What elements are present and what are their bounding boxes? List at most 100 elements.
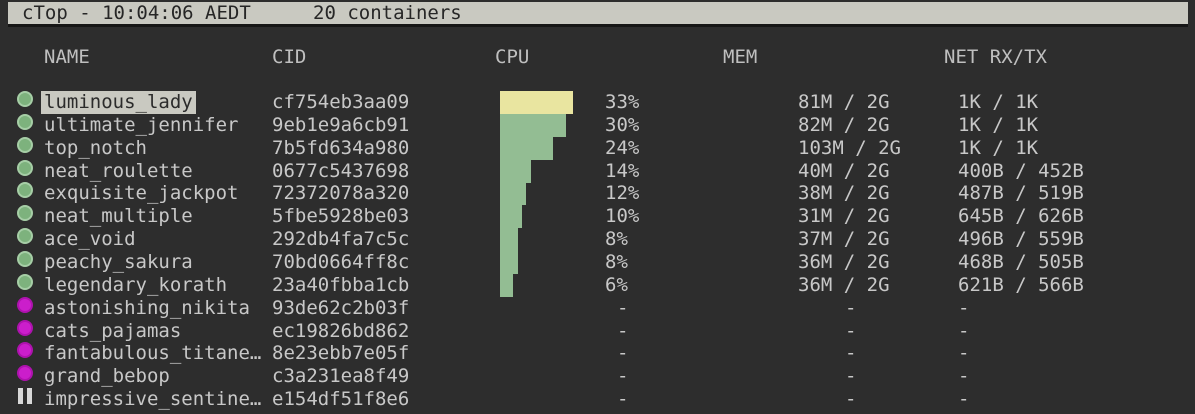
stopped-status-icon (17, 297, 33, 313)
container-name: astonishing_nikita (44, 297, 250, 319)
container-id: e154df51f8e6 (272, 388, 410, 410)
cpu-gauge-bar (500, 91, 573, 114)
container-id: 8e23ebb7e05f (272, 342, 410, 364)
container-row[interactable]: exquisite_jackpot 72372078a320 12% 38M / 2G… (0, 182, 1195, 205)
paused-status-icon (17, 388, 33, 404)
container-id: 23a40fbba1cb (272, 274, 410, 296)
cpu-value: - (617, 388, 629, 410)
cpu-value: 8% (605, 228, 628, 250)
cpu-value: - (617, 297, 629, 319)
mem-value: - (845, 365, 857, 387)
mem-value: - (845, 320, 857, 342)
net-value: 487B / 519B (958, 182, 1084, 204)
cpu-gauge-bar (500, 274, 513, 297)
net-value: - (958, 320, 970, 342)
stopped-status-icon (17, 320, 33, 336)
container-row[interactable]: impressive_sentine… e154df51f8e6 - - - (0, 388, 1195, 411)
cpu-value: 8% (605, 251, 628, 273)
container-name: cats_pajamas (44, 320, 182, 342)
running-status-icon (17, 228, 33, 244)
net-value: 621B / 566B (958, 274, 1084, 296)
mem-value: - (845, 388, 857, 410)
mem-value: 82M / 2G (798, 114, 890, 136)
net-value: 1K / 1K (958, 114, 1039, 136)
mem-value: - (845, 342, 857, 364)
net-value: - (958, 342, 970, 364)
running-status-icon (17, 274, 33, 290)
running-status-icon (17, 182, 33, 198)
container-name: top_notch (44, 137, 147, 159)
container-id: 72372078a320 (272, 182, 410, 204)
app-title: cTop - 10:04:06 AEDT (22, 2, 251, 24)
cpu-gauge-bar (500, 228, 518, 251)
net-value: 468B / 505B (958, 251, 1084, 273)
container-row[interactable]: neat_roulette 0677c5437698 14% 40M / 2G 400B… (0, 160, 1195, 183)
net-value: 1K / 1K (958, 137, 1039, 159)
container-row[interactable]: neat_multiple 5fbe5928be03 10% 31M / 2G 645B… (0, 205, 1195, 228)
net-value: 400B / 452B (958, 160, 1084, 182)
running-status-icon (17, 205, 33, 221)
container-name: grand_bebop (44, 365, 170, 387)
net-value: 1K / 1K (958, 91, 1039, 113)
container-row[interactable]: grand_bebop c3a231ea8f49 - - - (0, 365, 1195, 388)
cpu-value: 12% (605, 182, 640, 204)
cpu-gauge-bar (500, 251, 518, 274)
container-id: 0677c5437698 (272, 160, 410, 182)
container-row[interactable]: top_notch 7b5fd634a980 24% 103M / 2G 1K / 1K (0, 137, 1195, 160)
running-status-icon (17, 160, 33, 176)
net-value: 496B / 559B (958, 228, 1084, 250)
cpu-value: - (617, 342, 629, 364)
column-header-net: NET RX/TX (944, 46, 1047, 68)
container-id: 93de62c2b03f (272, 297, 410, 319)
cpu-gauge-bar (500, 137, 553, 160)
container-row[interactable]: fantabulous_titane… 8e23ebb7e05f - - - (0, 342, 1195, 365)
stopped-status-icon (17, 365, 33, 381)
container-id: 9eb1e9a6cb91 (272, 114, 410, 136)
cpu-gauge-bar (500, 205, 522, 228)
mem-value: 40M / 2G (798, 160, 890, 182)
container-name: impressive_sentine… (44, 388, 262, 410)
container-name: exquisite_jackpot (44, 182, 239, 204)
cpu-gauge-bar (500, 114, 566, 137)
container-name: ultimate_jennifer (44, 114, 239, 136)
container-name: neat_roulette (44, 160, 193, 182)
mem-value: - (845, 297, 857, 319)
container-row[interactable]: cats_pajamas ec19826bd862 - - - (0, 320, 1195, 343)
container-id: c3a231ea8f49 (272, 365, 410, 387)
cpu-value: 30% (605, 114, 640, 136)
container-name: ace_void (44, 228, 136, 250)
container-row[interactable]: legendary_korath 23a40fbba1cb 6% 36M / 2G 62… (0, 274, 1195, 297)
container-id: cf754eb3aa09 (272, 91, 410, 113)
container-row[interactable]: ultimate_jennifer 9eb1e9a6cb91 30% 82M / 2G… (0, 114, 1195, 137)
container-name: luminous_lady (41, 91, 196, 114)
cpu-value: 33% (605, 91, 640, 113)
mem-value: 37M / 2G (798, 228, 890, 250)
running-status-icon (17, 114, 33, 130)
container-row[interactable]: peachy_sakura 70bd0664ff8c 8% 36M / 2G 468B … (0, 251, 1195, 274)
container-row[interactable]: ace_void 292db4fa7c5c 8% 37M / 2G 496B / 559… (0, 228, 1195, 251)
cpu-value: - (617, 320, 629, 342)
running-status-icon (17, 91, 33, 107)
container-row[interactable]: astonishing_nikita 93de62c2b03f - - - (0, 297, 1195, 320)
container-id: ec19826bd862 (272, 320, 410, 342)
cpu-value: 14% (605, 160, 640, 182)
cpu-value: 24% (605, 137, 640, 159)
net-value: - (958, 297, 970, 319)
mem-value: 36M / 2G (798, 274, 890, 296)
column-header-mem: MEM (723, 46, 758, 68)
cpu-gauge-bar (500, 160, 531, 183)
title-bar: cTop - 10:04:06 AEDT 20 containers (8, 2, 1188, 27)
container-row[interactable]: luminous_lady cf754eb3aa09 33% 81M / 2G 1K /… (0, 91, 1195, 114)
container-name: fantabulous_titane… (44, 342, 262, 364)
column-header-name: NAME (44, 46, 90, 68)
mem-value: 31M / 2G (798, 205, 890, 227)
container-id: 5fbe5928be03 (272, 205, 410, 227)
cpu-gauge-bar (500, 182, 526, 205)
container-name: peachy_sakura (44, 251, 193, 273)
column-header-cpu: CPU (495, 46, 530, 68)
running-status-icon (17, 251, 33, 267)
container-id: 7b5fd634a980 (272, 137, 410, 159)
stopped-status-icon (17, 342, 33, 358)
net-value: - (958, 388, 970, 410)
running-status-icon (17, 137, 33, 153)
